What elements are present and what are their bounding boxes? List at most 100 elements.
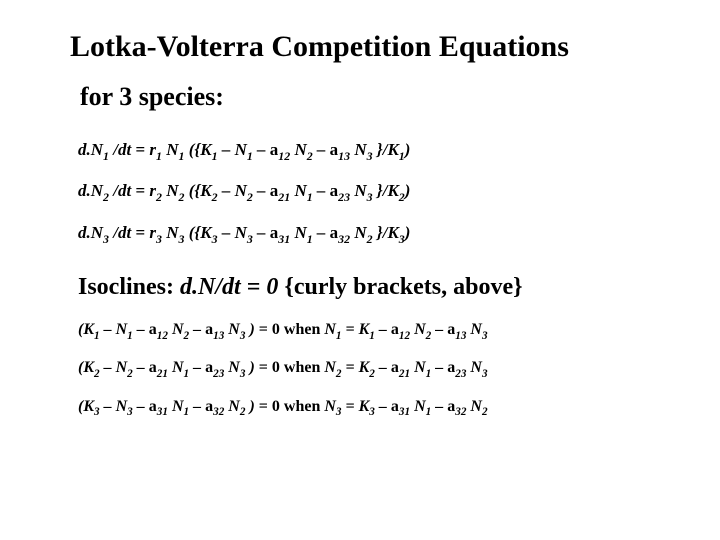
eq3-dn-sub: 3 (103, 232, 109, 246)
i3-a31n-sub: 1 (184, 406, 190, 418)
eq1-m1: – N (218, 140, 247, 159)
i3-eq0: = 0 (255, 398, 280, 415)
eq2-n-sub: 2 (178, 190, 184, 204)
i3-a31n: N (168, 398, 184, 415)
eq1-k-sub: 1 (212, 149, 218, 163)
isoclines-header: Isoclines: d.N/dt = 0 {curly brackets, a… (78, 274, 650, 301)
i1-a13n-sub: 3 (240, 330, 246, 342)
eq2-a21n-sub: 1 (307, 190, 313, 204)
i2-eqk: = K (342, 359, 370, 376)
i3-k-sub: 3 (94, 406, 100, 418)
i2-a21n-sub: 1 (184, 368, 190, 380)
i1-a13n: N (224, 321, 240, 338)
eq3-n-sub: 3 (178, 232, 184, 246)
i3-nw-sub: 3 (336, 406, 342, 418)
i3-aa32n-sub: 2 (482, 406, 488, 418)
eq3-eq: = (131, 223, 145, 242)
i1-a13-sub: 13 (213, 330, 224, 342)
i1-aa13-sub: 13 (455, 330, 466, 342)
i2-k-sub: 2 (94, 368, 100, 380)
i2-nw-sub: 2 (336, 368, 342, 380)
i2-n1-sub: 2 (127, 368, 133, 380)
eq3-a32n: N (350, 223, 367, 242)
alpha-icon: a (205, 321, 213, 338)
equation-dn1: d.N1 /dt = r1 N1 ({K1 – N1 – a12 N2 – a1… (78, 140, 650, 163)
eq1-open: ({K (184, 140, 211, 159)
eq3-paren: ) (405, 223, 411, 242)
i2-aa21n-sub: 1 (426, 368, 432, 380)
alpha-icon: a (205, 359, 213, 376)
i1-a12-sub: 12 (157, 330, 168, 342)
i2-aa23n: N (466, 359, 482, 376)
i3-aa32n: N (466, 398, 482, 415)
i1-a12n-sub: 2 (184, 330, 190, 342)
eq2-k-sub: 2 (212, 190, 218, 204)
i1-kw-sub: 1 (369, 330, 375, 342)
i2-a21n: N (168, 359, 184, 376)
eq1-close: }/K (373, 140, 399, 159)
eq3-r: r (145, 223, 156, 242)
i3-mm1: – (375, 398, 391, 415)
alpha-icon: a (391, 321, 399, 338)
i2-nw: N (320, 359, 336, 376)
eq3-n: N (162, 223, 179, 242)
isocline-1: (K1 – N1 – a12 N2 – a13 N3 ) = 0 when N1… (78, 321, 650, 341)
eq1-r-sub: 1 (156, 149, 162, 163)
eq2-r-sub: 2 (156, 190, 162, 204)
eq2-a23n: N (350, 181, 367, 200)
alpha-icon: a (149, 359, 157, 376)
eq2-m2: – (253, 181, 270, 200)
i3-aa31n: N (410, 398, 426, 415)
i2-m3: – (189, 359, 205, 376)
i1-a12n: N (168, 321, 184, 338)
eq3-nm-sub: 3 (247, 232, 253, 246)
eq3-m3: – (313, 223, 330, 242)
i2-m2: – (133, 359, 149, 376)
eq1-dt: /dt (109, 140, 131, 159)
i1-aa12n-sub: 2 (426, 330, 432, 342)
i3-aa32-sub: 32 (455, 406, 466, 418)
eq3-close: }/K (373, 223, 399, 242)
i1-aa12n: N (410, 321, 426, 338)
i3-close: ) (245, 398, 254, 415)
i1-mm1: – (375, 321, 391, 338)
eq2-a21-sub: 21 (278, 190, 290, 204)
i1-open: (K (78, 321, 94, 338)
i1-mm2: – (431, 321, 447, 338)
eq1-paren: ) (405, 140, 411, 159)
eq3-a32n-sub: 2 (367, 232, 373, 246)
eq1-eq: = (131, 140, 145, 159)
eq3-m1: – N (218, 223, 247, 242)
eq1-n: N (162, 140, 179, 159)
eq3-dn: d.N (78, 223, 103, 242)
i2-aa23n-sub: 3 (482, 368, 488, 380)
eq1-r: r (145, 140, 156, 159)
i3-mm2: – (431, 398, 447, 415)
eq2-a21n: N (290, 181, 307, 200)
eq3-close-sub: 3 (399, 232, 405, 246)
eq3-a31-sub: 31 (278, 232, 290, 246)
alpha-icon: a (330, 181, 339, 200)
isocline-3: (K3 – N3 – a31 N1 – a32 N2 ) = 0 when N3… (78, 398, 650, 418)
i1-m3: – (189, 321, 205, 338)
i2-open: (K (78, 359, 94, 376)
i1-close: ) (245, 321, 254, 338)
i1-m1: – N (100, 321, 128, 338)
alpha-icon: a (149, 398, 157, 415)
eq3-dt: /dt (109, 223, 131, 242)
i2-m1: – N (100, 359, 128, 376)
i1-k-sub: 1 (94, 330, 100, 342)
isoclines-label: Isoclines: (78, 274, 174, 300)
i3-n1-sub: 3 (127, 406, 133, 418)
equation-dn2: d.N2 /dt = r2 N2 ({K2 – N2 – a21 N1 – a2… (78, 181, 650, 204)
alpha-icon: a (391, 359, 399, 376)
eq1-a12-sub: 12 (278, 149, 290, 163)
i3-open: (K (78, 398, 94, 415)
eq3-open: ({K (184, 223, 211, 242)
eq2-a23n-sub: 3 (367, 190, 373, 204)
eq3-a32-sub: 32 (338, 232, 350, 246)
i3-eqk: = K (342, 398, 370, 415)
isoclines-note: {curly brackets, above} (278, 274, 522, 300)
i1-nw: N (320, 321, 336, 338)
i1-aa13n-sub: 3 (482, 330, 488, 342)
